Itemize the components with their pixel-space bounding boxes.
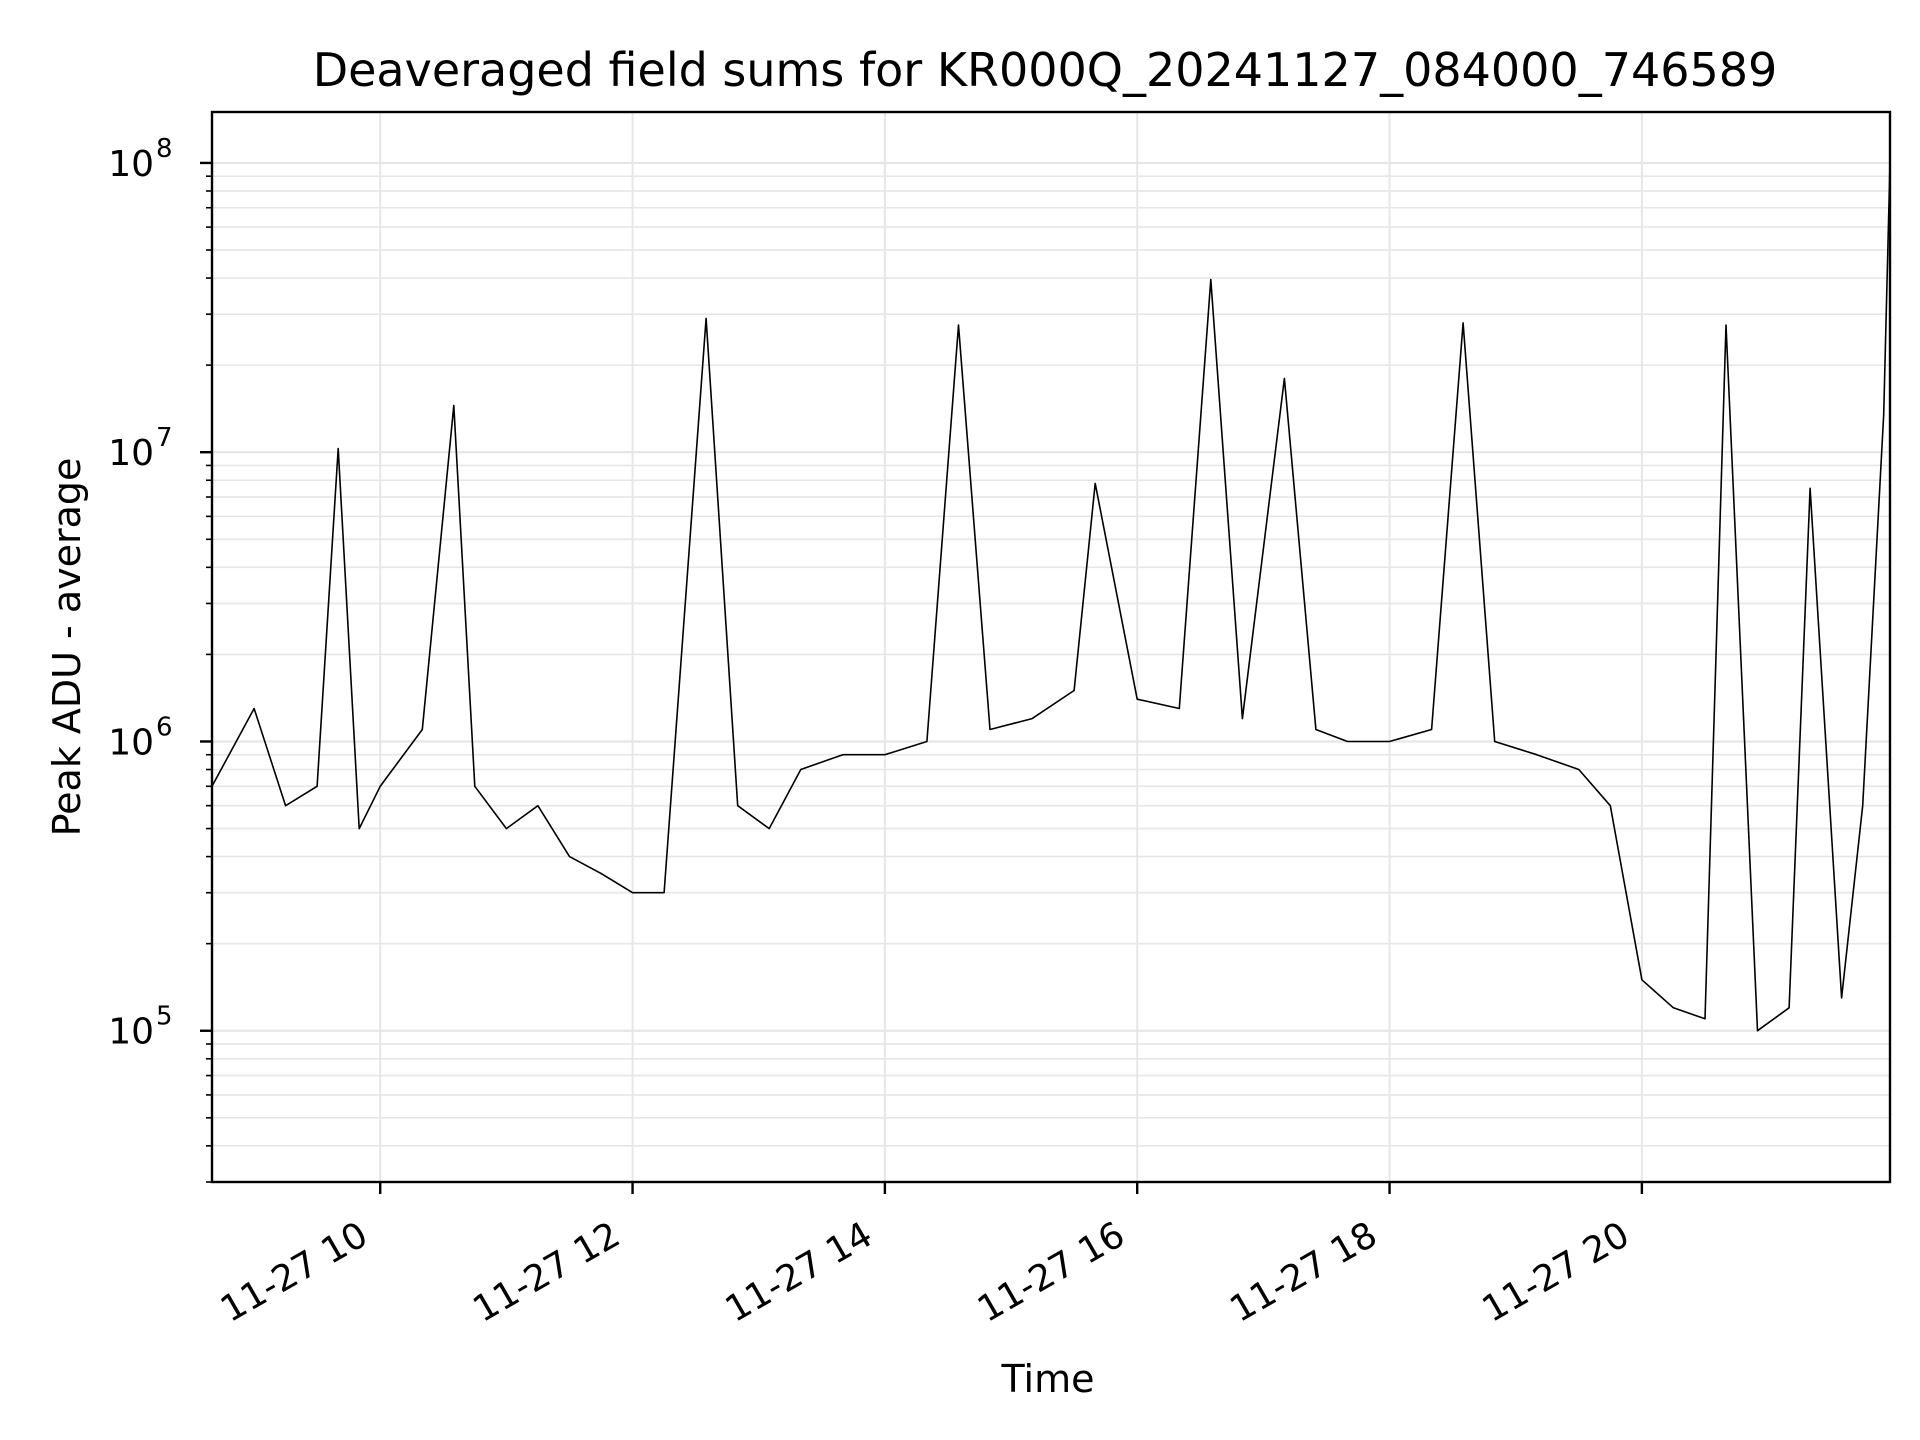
y-tick-label: 10	[108, 1012, 154, 1053]
data-layer	[211, 162, 1891, 1032]
y-axis-label: Peak ADU - average	[45, 458, 89, 837]
y-tick-exponent: 5	[156, 1002, 173, 1032]
x-tick-label: 11-27 10	[214, 1214, 375, 1330]
y-tick-label: 10	[108, 144, 154, 185]
x-tick-label: 11-27 14	[719, 1214, 880, 1330]
x-tick-label: 11-27 16	[971, 1214, 1132, 1330]
plot-frame	[210, 110, 1892, 1184]
y-tick-exponent: 8	[156, 134, 173, 164]
y-tick-exponent: 7	[156, 423, 173, 453]
y-tick-label: 10	[108, 722, 154, 763]
y-tick-exponent: 6	[156, 712, 173, 742]
x-tick-label: 11-27 18	[1223, 1214, 1384, 1330]
chart-title: Deaveraged field sums for KR000Q_2024112…	[313, 43, 1778, 97]
x-axis-label: Time	[1001, 1357, 1095, 1401]
x-tick-label: 11-27 12	[466, 1214, 627, 1330]
y-tick-label: 10	[108, 433, 154, 474]
grid-layer	[212, 112, 1890, 1183]
series-line	[211, 162, 1891, 1032]
x-tick-label: 11-27 20	[1476, 1214, 1637, 1330]
